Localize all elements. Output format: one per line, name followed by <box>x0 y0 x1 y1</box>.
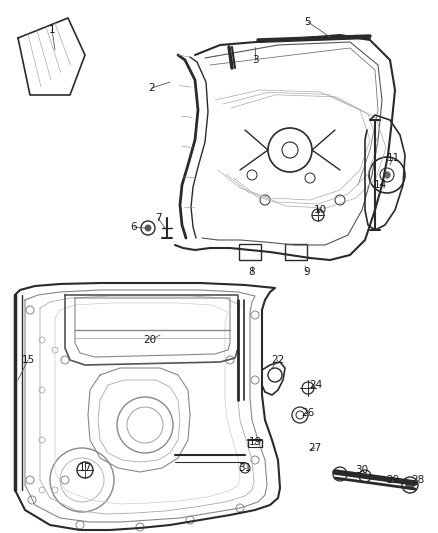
Text: 19: 19 <box>248 437 261 447</box>
Circle shape <box>383 172 389 178</box>
Text: 22: 22 <box>271 355 284 365</box>
Text: 1: 1 <box>49 25 55 35</box>
Circle shape <box>405 481 413 489</box>
Text: 20: 20 <box>143 335 156 345</box>
Text: 30: 30 <box>355 465 368 475</box>
Text: 17: 17 <box>78 463 92 473</box>
Text: 8: 8 <box>248 267 255 277</box>
Text: 10: 10 <box>313 205 326 215</box>
Text: 29: 29 <box>385 475 399 485</box>
Text: 15: 15 <box>21 355 35 365</box>
Text: 5: 5 <box>304 17 311 27</box>
Text: 31: 31 <box>238 463 251 473</box>
Text: 6: 6 <box>131 222 137 232</box>
Text: 24: 24 <box>309 380 322 390</box>
Text: 7: 7 <box>154 213 161 223</box>
Bar <box>238 244 261 260</box>
Text: 2: 2 <box>148 83 155 93</box>
Text: 3: 3 <box>251 55 258 65</box>
Circle shape <box>145 225 151 231</box>
Text: 28: 28 <box>410 475 424 485</box>
Text: 11: 11 <box>385 153 399 163</box>
Bar <box>284 244 306 260</box>
Text: 26: 26 <box>301 408 314 418</box>
Text: 9: 9 <box>303 267 310 277</box>
Text: 14: 14 <box>373 180 386 190</box>
Text: 27: 27 <box>307 443 321 453</box>
